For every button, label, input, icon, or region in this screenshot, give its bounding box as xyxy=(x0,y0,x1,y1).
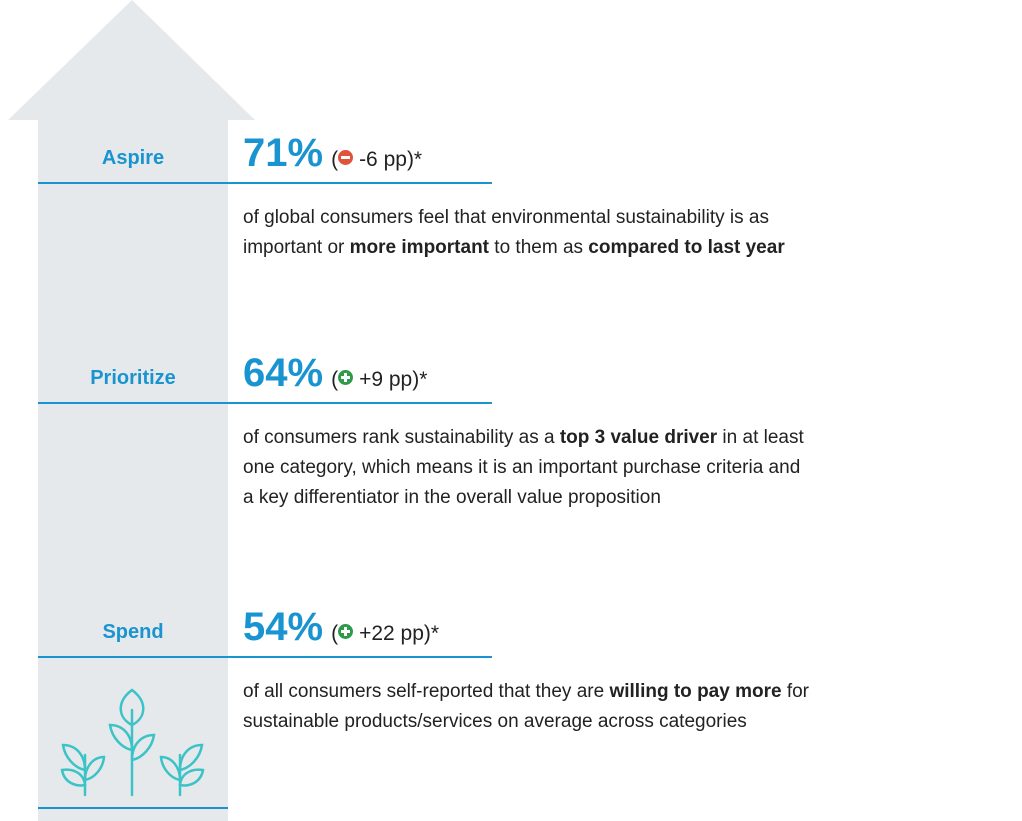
description-line: of global consumers feel that environmen… xyxy=(243,203,769,233)
tier-label: Prioritize xyxy=(38,367,228,390)
description-line: one category, which means it is an impor… xyxy=(243,453,800,483)
text: for xyxy=(782,681,809,702)
paren: ( xyxy=(331,368,338,392)
increase-icon xyxy=(338,370,353,385)
change: -6 pp xyxy=(359,148,407,172)
description-line: important or more important to them as c… xyxy=(243,233,785,263)
tier-headline: 54% ( +22 pp)* xyxy=(243,605,439,650)
tier-label: Spend xyxy=(38,621,228,644)
text: of consumers rank sustainability as a xyxy=(243,427,560,448)
paren: ( xyxy=(331,148,338,172)
bold-text: top 3 value driver xyxy=(560,427,717,448)
increase-icon xyxy=(338,624,353,639)
text: sustainable products/services on average… xyxy=(243,711,747,732)
text: of all consumers self-reported that they… xyxy=(243,681,609,702)
bold-text: compared to last year xyxy=(588,237,784,258)
description-line: of consumers rank sustainability as a to… xyxy=(243,423,804,453)
description-line: of all consumers self-reported that they… xyxy=(243,677,809,707)
change: +22 pp xyxy=(359,622,424,646)
tier-label: Aspire xyxy=(38,147,228,170)
description-line: a key differentiator in the overall valu… xyxy=(243,483,661,513)
tier-headline: 71% ( -6 pp)* xyxy=(243,131,422,176)
text: of global consumers feel that environmen… xyxy=(243,207,769,228)
paren: )* xyxy=(424,622,439,646)
bold-text: more important xyxy=(350,237,489,258)
text: important or xyxy=(243,237,350,258)
paren: )* xyxy=(407,148,422,172)
arrow xyxy=(8,0,255,821)
text: to them as xyxy=(489,237,588,258)
decrease-icon xyxy=(338,150,353,165)
paren: )* xyxy=(412,368,427,392)
stat: 54% xyxy=(243,605,323,650)
text: in at least xyxy=(717,427,804,448)
text: a key differentiator in the overall valu… xyxy=(243,487,661,508)
bold-text: willing to pay more xyxy=(609,681,781,702)
stat: 71% xyxy=(243,131,323,176)
tier-headline: 64% ( +9 pp)* xyxy=(243,351,427,396)
description-line: sustainable products/services on average… xyxy=(243,707,747,737)
paren: ( xyxy=(331,622,338,646)
stat: 64% xyxy=(243,351,323,396)
change: +9 pp xyxy=(359,368,412,392)
page: Aspire71%(-6 pp)*of global consumers fee… xyxy=(0,0,1022,821)
text: one category, which means it is an impor… xyxy=(243,457,800,478)
